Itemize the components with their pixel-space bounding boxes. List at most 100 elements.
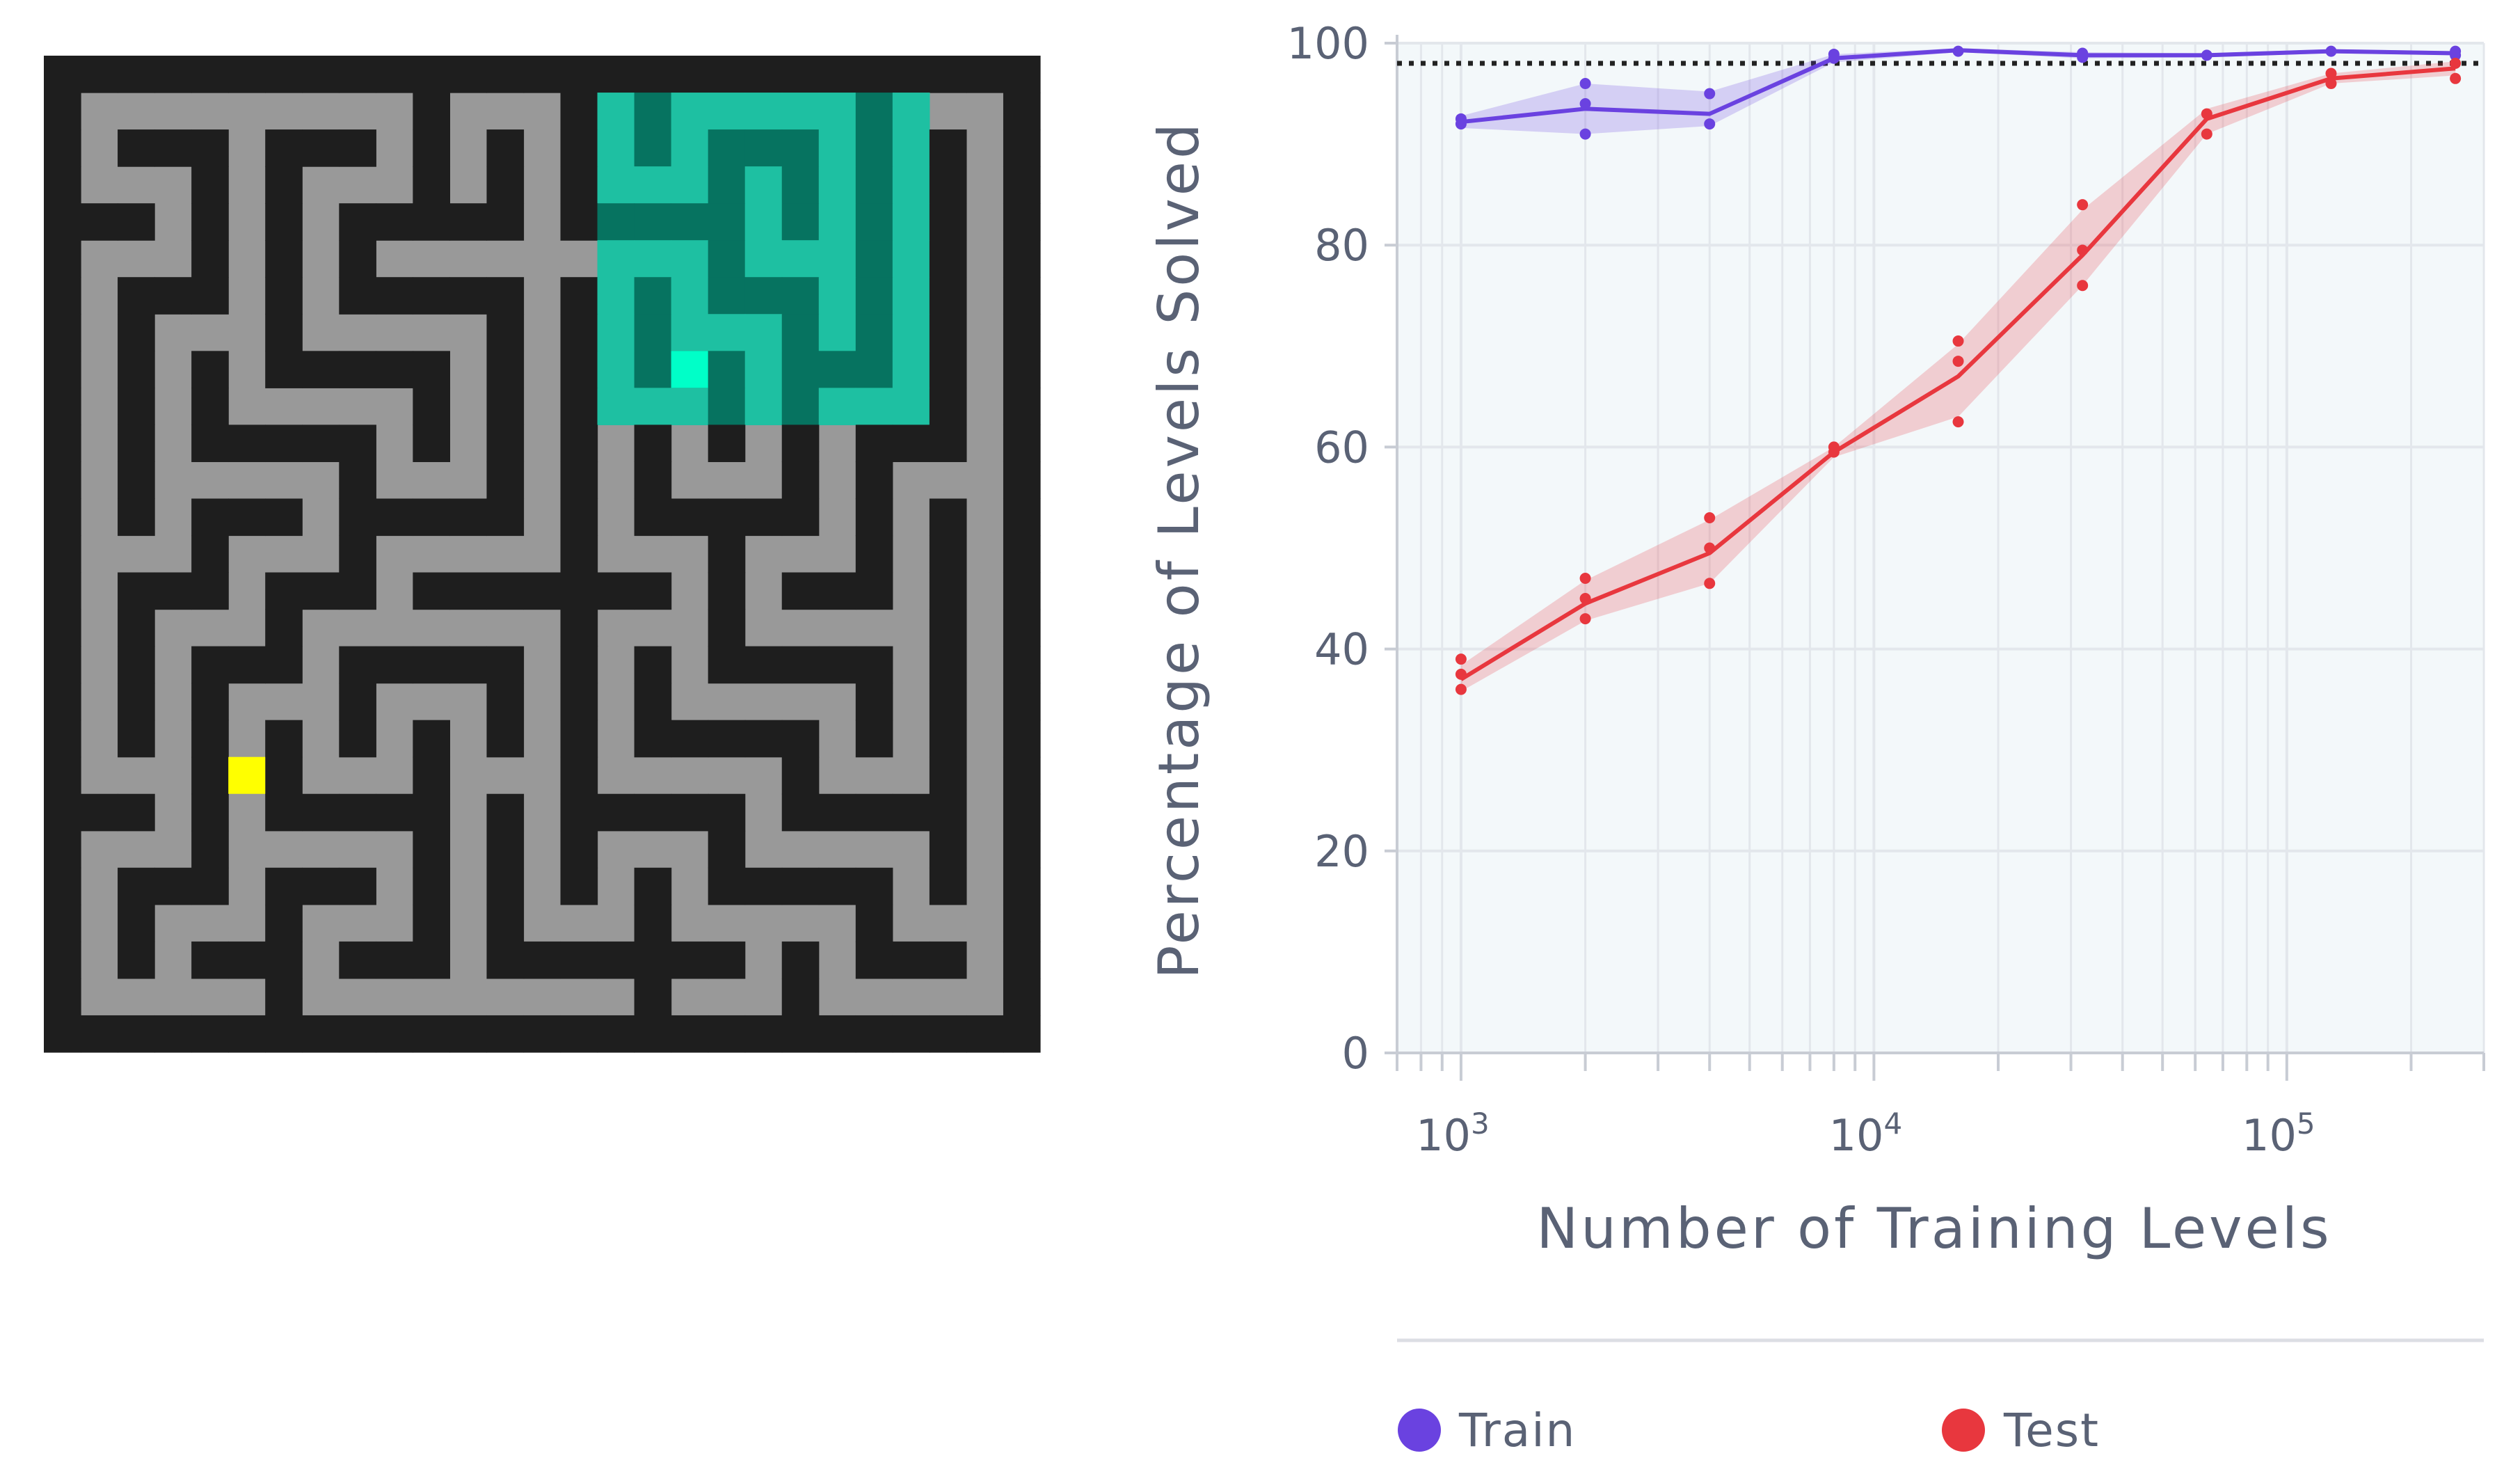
maze-wall xyxy=(855,941,893,979)
maze-wall xyxy=(818,1015,856,1053)
maze-wall xyxy=(413,351,451,388)
maze-wall xyxy=(560,203,598,241)
maze-wall xyxy=(781,646,820,684)
maze-wall xyxy=(118,461,155,500)
maze-wall xyxy=(339,203,376,241)
maze-wall xyxy=(671,793,709,832)
maze-wall xyxy=(413,166,451,204)
maze-wall xyxy=(855,904,893,942)
maze-wall xyxy=(81,56,118,93)
maze-visible-floor xyxy=(634,240,672,278)
maze-wall xyxy=(302,425,340,463)
maze-wall xyxy=(449,56,488,93)
maze-wall xyxy=(191,129,229,167)
maze-wall xyxy=(1003,535,1041,573)
maze-wall xyxy=(781,1015,820,1053)
maze-wall xyxy=(486,166,525,204)
maze-wall xyxy=(560,720,598,758)
data-point xyxy=(2201,49,2212,61)
maze-wall xyxy=(44,56,81,93)
training-levels-chart: 0 20 40 60 80 100 103 104 105 Number of Training… xyxy=(1147,18,2485,1457)
maze-wall xyxy=(81,793,118,832)
maze-wall xyxy=(781,461,820,500)
maze-wall xyxy=(265,904,303,942)
maze-wall xyxy=(339,240,376,278)
maze-wall xyxy=(560,1015,598,1053)
maze-wall xyxy=(413,498,451,537)
maze-wall xyxy=(634,978,672,1016)
maze-wall xyxy=(265,425,303,463)
maze-wall xyxy=(1003,277,1041,315)
maze-wall xyxy=(818,793,856,832)
maze-wall xyxy=(339,720,376,758)
maze-wall xyxy=(1003,683,1041,721)
maze-wall xyxy=(781,351,820,388)
maze-wall xyxy=(744,498,783,537)
maze-wall xyxy=(929,129,967,167)
maze-wall xyxy=(929,683,967,721)
maze-visible-floor xyxy=(744,388,783,425)
maze-wall xyxy=(449,1015,488,1053)
maze-wall xyxy=(191,277,229,315)
data-point xyxy=(2201,108,2212,120)
maze-wall xyxy=(560,425,598,463)
agent-marker xyxy=(671,351,708,388)
maze-visible-floor xyxy=(855,388,893,425)
maze-wall xyxy=(265,1015,303,1053)
maze-wall xyxy=(118,793,155,832)
maze-visible-floor xyxy=(781,240,820,278)
maze-wall xyxy=(855,720,893,758)
maze-visible-floor xyxy=(597,93,635,130)
maze-wall xyxy=(560,93,598,130)
maze-wall xyxy=(228,56,266,93)
maze-wall xyxy=(118,498,155,537)
maze-wall xyxy=(708,1015,746,1053)
maze-wall xyxy=(265,609,303,647)
maze-wall xyxy=(44,720,81,758)
maze-wall xyxy=(413,56,451,93)
maze-wall xyxy=(708,388,746,425)
maze-wall xyxy=(523,941,561,979)
maze-wall xyxy=(191,535,229,573)
maze-wall xyxy=(855,93,893,130)
maze-wall xyxy=(44,129,81,167)
maze-wall xyxy=(449,646,488,684)
maze-wall xyxy=(855,166,893,204)
data-point xyxy=(1579,128,1591,140)
maze-wall xyxy=(818,646,856,684)
maze-wall xyxy=(560,683,598,721)
goal-marker xyxy=(228,756,266,794)
maze-wall xyxy=(191,388,229,425)
maze-wall xyxy=(302,793,340,832)
data-point xyxy=(1455,668,1467,680)
maze-wall xyxy=(376,351,413,388)
maze-visible-floor xyxy=(671,314,709,351)
legend-item-train: Train xyxy=(1398,1404,1574,1457)
maze-wall xyxy=(486,793,525,832)
maze-wall xyxy=(634,461,672,500)
maze-wall xyxy=(1003,830,1041,869)
maze-wall xyxy=(1003,646,1041,684)
maze-wall xyxy=(929,314,967,351)
maze-wall xyxy=(708,609,746,647)
maze-wall xyxy=(486,461,525,500)
maze-wall xyxy=(265,941,303,979)
maze-wall xyxy=(118,646,155,684)
maze-wall xyxy=(1003,166,1041,204)
maze-wall xyxy=(413,720,451,758)
maze-wall xyxy=(855,277,893,315)
maze-wall xyxy=(929,830,967,869)
maze-wall xyxy=(44,941,81,979)
maze-wall xyxy=(265,793,303,832)
maze-wall xyxy=(376,1015,413,1053)
maze-wall xyxy=(744,1015,783,1053)
maze-wall xyxy=(634,720,672,758)
maze-visible-floor xyxy=(892,314,930,351)
maze-wall xyxy=(634,498,672,537)
maze-wall xyxy=(339,351,376,388)
maze-wall xyxy=(671,1015,709,1053)
maze-wall xyxy=(560,646,598,684)
maze-wall xyxy=(339,572,376,610)
maze-wall xyxy=(929,609,967,647)
data-point xyxy=(2077,244,2089,256)
